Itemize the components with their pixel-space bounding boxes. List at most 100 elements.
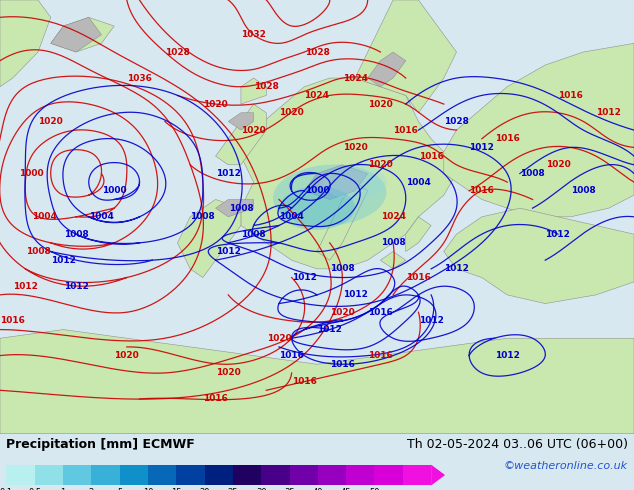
Text: 1012: 1012 xyxy=(418,317,444,325)
Text: 1004: 1004 xyxy=(406,178,431,187)
Polygon shape xyxy=(406,217,431,251)
Bar xyxy=(91,465,120,486)
Ellipse shape xyxy=(279,186,355,230)
Polygon shape xyxy=(216,199,254,217)
Polygon shape xyxy=(228,113,254,130)
Text: 1012: 1012 xyxy=(51,256,76,265)
Text: 1016: 1016 xyxy=(469,186,495,196)
Text: 5: 5 xyxy=(117,488,122,490)
Text: 1008: 1008 xyxy=(25,247,51,256)
Polygon shape xyxy=(51,17,101,52)
Polygon shape xyxy=(380,251,406,269)
Text: 1012: 1012 xyxy=(444,265,469,273)
Text: 1028: 1028 xyxy=(254,82,279,91)
Text: 1016: 1016 xyxy=(406,273,431,282)
Text: 1016: 1016 xyxy=(279,351,304,360)
Polygon shape xyxy=(368,52,406,87)
FancyArrow shape xyxy=(431,465,445,486)
Text: 1020: 1020 xyxy=(266,334,292,343)
Text: 1020: 1020 xyxy=(203,99,228,109)
Polygon shape xyxy=(444,44,634,217)
Bar xyxy=(290,465,318,486)
Text: 1000: 1000 xyxy=(305,186,329,196)
Text: 1012: 1012 xyxy=(63,282,89,291)
Text: 20: 20 xyxy=(199,488,210,490)
Bar xyxy=(35,465,63,486)
Bar xyxy=(176,465,205,486)
Text: 1020: 1020 xyxy=(38,117,63,126)
Text: 0.1: 0.1 xyxy=(0,488,13,490)
Text: 1020: 1020 xyxy=(216,368,241,377)
Text: 1004: 1004 xyxy=(32,212,57,221)
Text: 1024: 1024 xyxy=(342,74,368,82)
Text: 1008: 1008 xyxy=(190,212,216,221)
Text: Precipitation [mm] ECMWF: Precipitation [mm] ECMWF xyxy=(6,438,195,451)
Text: Th 02-05-2024 03..06 UTC (06+00): Th 02-05-2024 03..06 UTC (06+00) xyxy=(406,438,628,451)
Text: 1000: 1000 xyxy=(102,186,126,196)
Text: 1012: 1012 xyxy=(469,143,495,152)
Text: 1016: 1016 xyxy=(393,125,418,135)
Text: 1008: 1008 xyxy=(520,169,545,178)
Text: 1032: 1032 xyxy=(241,30,266,39)
Text: 2: 2 xyxy=(89,488,94,490)
Text: 1012: 1012 xyxy=(545,230,571,239)
Text: 1020: 1020 xyxy=(342,143,368,152)
Text: 1020: 1020 xyxy=(241,125,266,135)
Polygon shape xyxy=(444,208,634,304)
Text: 1: 1 xyxy=(60,488,65,490)
Text: 1012: 1012 xyxy=(292,273,317,282)
Text: 1028: 1028 xyxy=(444,117,469,126)
Bar xyxy=(233,465,261,486)
Text: 1020: 1020 xyxy=(368,99,393,109)
Text: 25: 25 xyxy=(228,488,238,490)
Text: 1016: 1016 xyxy=(418,151,444,161)
Polygon shape xyxy=(216,104,266,165)
Text: 1012: 1012 xyxy=(317,325,342,334)
Bar xyxy=(6,465,35,486)
Text: 1024: 1024 xyxy=(304,91,330,100)
Text: 1012: 1012 xyxy=(342,291,368,299)
Text: 1016: 1016 xyxy=(368,351,393,360)
Text: 15: 15 xyxy=(171,488,181,490)
Text: 1020: 1020 xyxy=(330,308,355,317)
Polygon shape xyxy=(241,78,266,104)
Text: 1000: 1000 xyxy=(20,169,44,178)
Text: 50: 50 xyxy=(369,488,380,490)
Text: 1016: 1016 xyxy=(203,394,228,403)
Text: 1004: 1004 xyxy=(89,212,114,221)
Text: 35: 35 xyxy=(284,488,295,490)
Text: 1008: 1008 xyxy=(228,204,254,213)
Text: 10: 10 xyxy=(143,488,153,490)
Ellipse shape xyxy=(323,165,387,199)
Text: 1016: 1016 xyxy=(330,360,355,369)
Text: 1016: 1016 xyxy=(495,134,520,143)
Bar xyxy=(148,465,176,486)
Text: 1016: 1016 xyxy=(368,308,393,317)
Polygon shape xyxy=(304,165,368,199)
Text: 1012: 1012 xyxy=(216,247,241,256)
Bar xyxy=(120,465,148,486)
Text: 1020: 1020 xyxy=(114,351,139,360)
Ellipse shape xyxy=(273,165,386,226)
Text: 1028: 1028 xyxy=(165,48,190,56)
Text: 1028: 1028 xyxy=(304,48,330,56)
Text: 1020: 1020 xyxy=(545,160,571,169)
Polygon shape xyxy=(317,182,368,260)
Polygon shape xyxy=(355,0,456,113)
Text: 1008: 1008 xyxy=(63,230,89,239)
Text: 0.5: 0.5 xyxy=(28,488,41,490)
Text: 1008: 1008 xyxy=(330,265,355,273)
Text: 1016: 1016 xyxy=(558,91,583,100)
Text: 30: 30 xyxy=(256,488,266,490)
Polygon shape xyxy=(0,330,634,434)
Polygon shape xyxy=(241,78,456,269)
Polygon shape xyxy=(0,0,51,87)
Bar xyxy=(403,465,431,486)
Text: 40: 40 xyxy=(313,488,323,490)
Text: 1008: 1008 xyxy=(571,186,596,196)
Bar xyxy=(261,465,290,486)
Bar xyxy=(205,465,233,486)
Text: 1012: 1012 xyxy=(216,169,241,178)
Text: 1024: 1024 xyxy=(380,212,406,221)
Bar xyxy=(375,465,403,486)
